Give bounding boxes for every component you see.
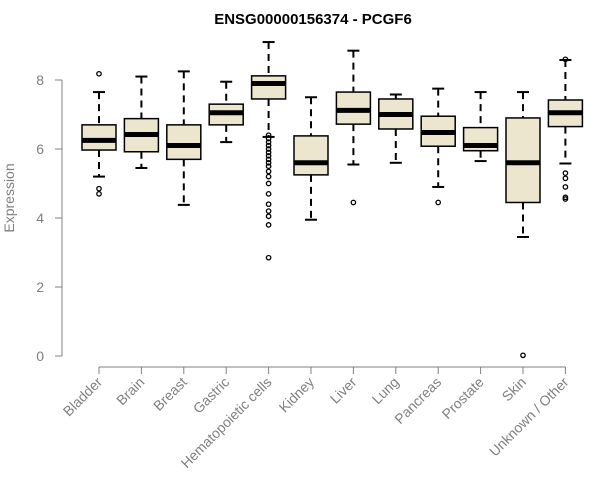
outlier-point [96, 191, 102, 197]
outlier-point [265, 153, 272, 159]
box-liver [335, 49, 372, 206]
outlier-point [562, 184, 569, 190]
outlier-point [562, 170, 569, 176]
outlier-point [265, 142, 272, 149]
outlier-point [562, 56, 569, 63]
outlier-point [265, 135, 272, 142]
outlier-point [265, 132, 272, 139]
x-tick-label: Pancreas [391, 374, 444, 427]
box-kidney [293, 96, 329, 221]
box-breast [166, 70, 202, 206]
outlier-point [265, 139, 272, 145]
box-lung [378, 93, 414, 164]
outlier-point [265, 149, 272, 156]
x-tick-label: Unknown / Other [486, 374, 572, 460]
boxes-group [81, 41, 584, 359]
outlier-point [265, 201, 272, 208]
chart-title: ENSG00000156374 - PCGF6 [214, 11, 412, 28]
iqr-box [81, 124, 117, 151]
x-tick-label: Brain [113, 374, 147, 408]
outlier-point [265, 159, 272, 166]
y-axis: 0 2 4 6 8 [36, 72, 63, 364]
outlier-point [265, 146, 272, 152]
outlier-point [96, 185, 102, 192]
outlier-point [562, 175, 569, 182]
outlier-point [265, 168, 272, 175]
x-tick-label: Liver [327, 374, 360, 407]
outlier-point [96, 70, 102, 77]
iqr-box [250, 75, 287, 100]
outlier-point [265, 222, 272, 228]
outlier-point [350, 199, 357, 206]
iqr-box [505, 117, 541, 204]
y-tick-label: 2 [36, 279, 44, 295]
x-tick-label: Lung [369, 374, 402, 407]
box-hematopoietic-cells [250, 41, 287, 261]
iqr-box [166, 124, 202, 161]
outlier-point [562, 196, 569, 202]
box-unknown-other [547, 56, 584, 202]
outlier-point [265, 163, 272, 170]
y-tick-label: 0 [36, 348, 44, 364]
outlier-point [265, 208, 272, 214]
y-axis-label: Expression [1, 163, 17, 232]
outlier-point [265, 173, 272, 180]
outlier-point [435, 199, 442, 206]
box-gastric [208, 80, 244, 144]
y-tick-label: 4 [36, 210, 44, 226]
outlier-point [520, 352, 526, 359]
y-tick-label: 8 [36, 72, 44, 88]
x-tick-label: Prostate [439, 374, 487, 422]
outlier-point [265, 180, 272, 187]
x-tick-label: Breast [150, 374, 190, 414]
outlier-point [265, 191, 272, 197]
y-tick-label: 6 [36, 141, 44, 157]
iqr-box [293, 135, 329, 176]
x-tick-label: Skin [499, 374, 530, 405]
outlier-point [265, 156, 272, 163]
box-brain [123, 75, 160, 169]
x-tick-label: Kidney [276, 374, 318, 416]
outlier-point [265, 213, 272, 220]
box-prostate [462, 91, 499, 163]
box-bladder [81, 70, 117, 197]
outlier-point [265, 254, 272, 261]
x-tick-label: Bladder [60, 374, 106, 420]
box-pancreas [420, 87, 456, 206]
box-skin [505, 91, 541, 359]
